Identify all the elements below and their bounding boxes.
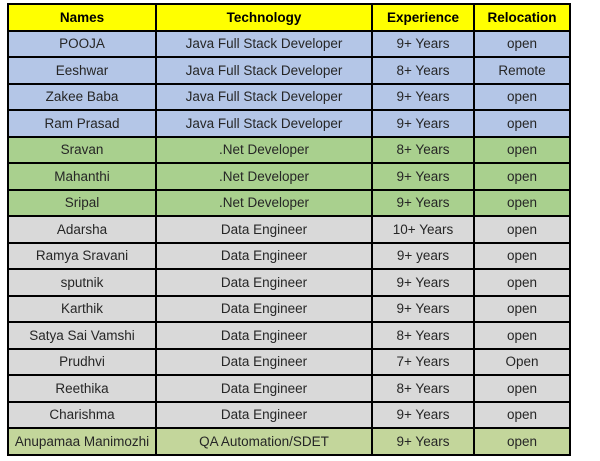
cell-experience: 9+ Years [371,400,475,429]
cell-name: Charishma [7,400,157,429]
cell-technology: Java Full Stack Developer [155,109,373,138]
table-row: Sravan .Net Developer 8+ Years open [7,135,571,164]
cell-name: Reethika [7,374,157,403]
cell-relocation: Remote [473,56,571,85]
cell-experience: 9+ Years [371,268,475,297]
cell-name: Ramya Sravani [7,241,157,270]
cell-technology: Data Engineer [155,374,373,403]
cell-experience: 9+ Years [371,29,475,58]
cell-experience: 8+ Years [371,374,475,403]
cell-technology: Java Full Stack Developer [155,82,373,111]
cell-relocation: Open [473,347,571,376]
table-row: Sripal .Net Developer 9+ Years open [7,188,571,217]
column-header-names: Names [7,3,157,32]
cell-technology: Data Engineer [155,241,373,270]
cell-relocation: open [473,82,571,111]
cell-relocation: open [473,400,571,429]
cell-name: Adarsha [7,215,157,244]
table-row: Charishma Data Engineer 9+ Years open [7,400,571,429]
table-row: Prudhvi Data Engineer 7+ Years Open [7,347,571,376]
table-row: Zakee Baba Java Full Stack Developer 9+ … [7,82,571,111]
cell-relocation: open [473,374,571,403]
cell-technology: QA Automation/SDET [155,427,373,456]
cell-name: Zakee Baba [7,82,157,111]
cell-technology: Data Engineer [155,321,373,350]
cell-name: Sravan [7,135,157,164]
cell-experience: 9+ Years [371,188,475,217]
cell-name: Anupamaa Manimozhi [7,427,157,456]
table-row: Mahanthi .Net Developer 9+ Years open [7,162,571,191]
cell-technology: .Net Developer [155,162,373,191]
cell-technology: Data Engineer [155,215,373,244]
cell-name: Mahanthi [7,162,157,191]
cell-name: POOJA [7,29,157,58]
table-row: Eeshwar Java Full Stack Developer 8+ Yea… [7,56,571,85]
cell-name: sputnik [7,268,157,297]
cell-relocation: open [473,427,571,456]
column-header-relocation: Relocation [473,3,571,32]
cell-technology: Java Full Stack Developer [155,29,373,58]
table-row: Adarsha Data Engineer 10+ Years open [7,215,571,244]
cell-experience: 9+ Years [371,82,475,111]
cell-technology: Data Engineer [155,294,373,323]
cell-experience: 9+ Years [371,294,475,323]
table-row: sputnik Data Engineer 9+ Years open [7,268,571,297]
header-row: Names Technology Experience Relocation [7,3,571,32]
cell-relocation: open [473,241,571,270]
cell-technology: .Net Developer [155,135,373,164]
candidates-table: Names Technology Experience Relocation P… [7,3,571,456]
table-row: Ram Prasad Java Full Stack Developer 9+ … [7,109,571,138]
cell-name: Eeshwar [7,56,157,85]
cell-experience: 9+ Years [371,162,475,191]
cell-name: Ram Prasad [7,109,157,138]
cell-experience: 10+ Years [371,215,475,244]
cell-relocation: open [473,29,571,58]
cell-experience: 8+ Years [371,321,475,350]
cell-relocation: open [473,162,571,191]
cell-experience: 9+ Years [371,109,475,138]
table-row: Satya Sai Vamshi Data Engineer 8+ Years … [7,321,571,350]
table-row: Ramya Sravani Data Engineer 9+ years ope… [7,241,571,270]
cell-relocation: open [473,321,571,350]
cell-name: Prudhvi [7,347,157,376]
cell-name: Satya Sai Vamshi [7,321,157,350]
table-row: Reethika Data Engineer 8+ Years open [7,374,571,403]
table-row: Karthik Data Engineer 9+ Years open [7,294,571,323]
cell-technology: Data Engineer [155,400,373,429]
cell-relocation: open [473,135,571,164]
cell-name: Karthik [7,294,157,323]
cell-relocation: open [473,109,571,138]
cell-experience: 8+ Years [371,56,475,85]
cell-experience: 7+ Years [371,347,475,376]
table-body: POOJA Java Full Stack Developer 9+ Years… [7,29,571,456]
cell-technology: Data Engineer [155,347,373,376]
cell-name: Sripal [7,188,157,217]
cell-experience: 9+ Years [371,427,475,456]
cell-technology: Java Full Stack Developer [155,56,373,85]
cell-technology: .Net Developer [155,188,373,217]
cell-relocation: open [473,215,571,244]
cell-relocation: open [473,294,571,323]
cell-relocation: open [473,268,571,297]
cell-technology: Data Engineer [155,268,373,297]
cell-experience: 9+ years [371,241,475,270]
cell-experience: 8+ Years [371,135,475,164]
column-header-technology: Technology [155,3,373,32]
column-header-experience: Experience [371,3,475,32]
table-row: Anupamaa Manimozhi QA Automation/SDET 9+… [7,427,571,456]
table-row: POOJA Java Full Stack Developer 9+ Years… [7,29,571,58]
cell-relocation: open [473,188,571,217]
